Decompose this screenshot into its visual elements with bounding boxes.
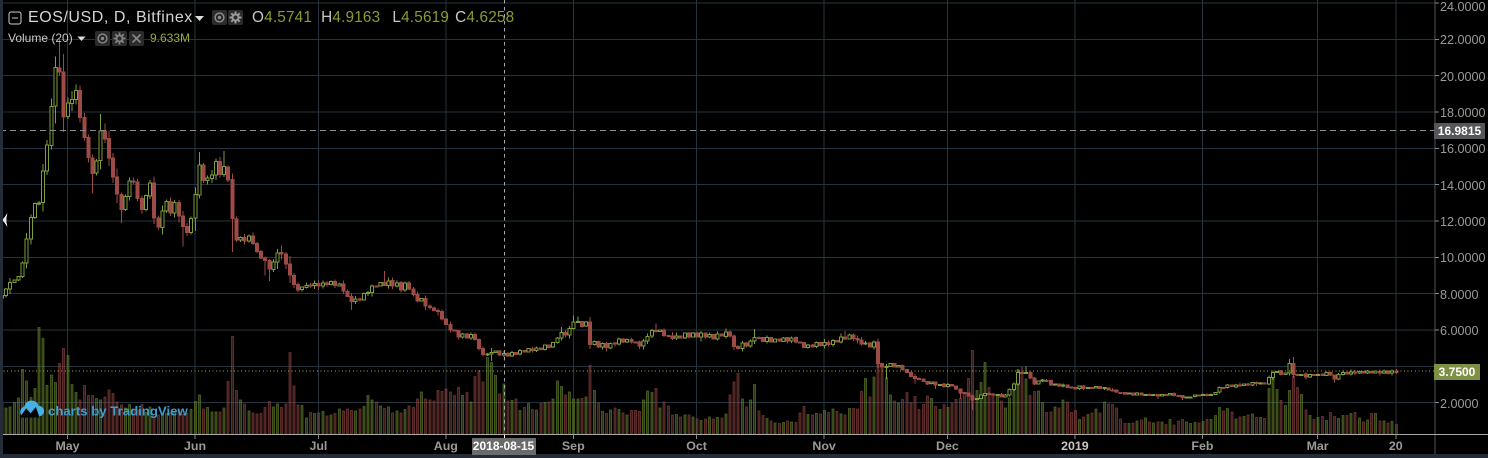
svg-text:charts by TradingView: charts by TradingView bbox=[48, 404, 188, 419]
